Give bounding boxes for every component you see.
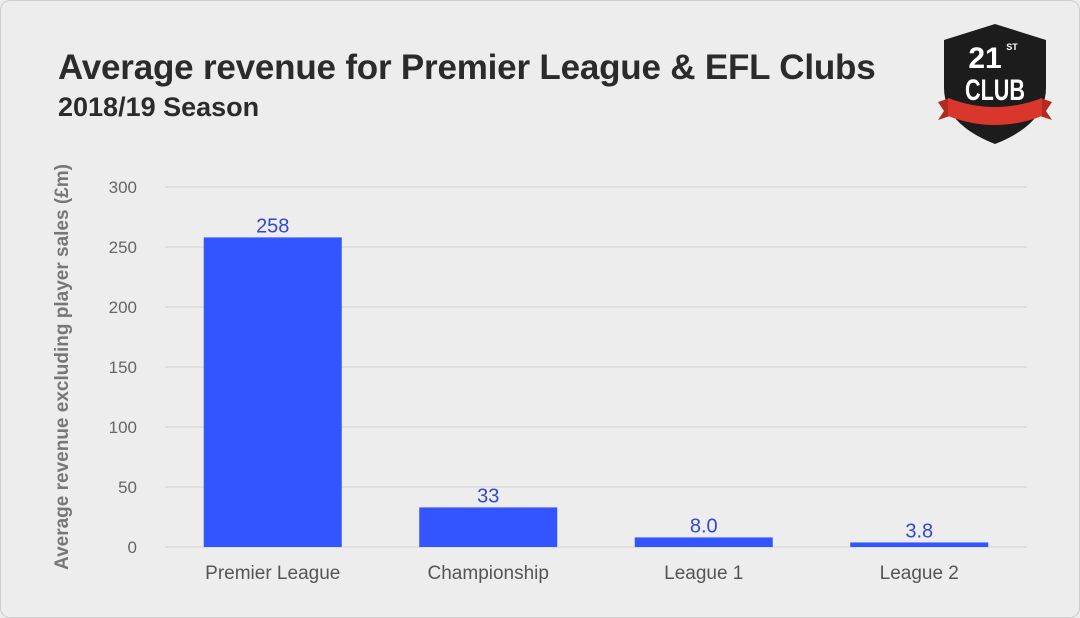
x-tick-label: League 1: [664, 563, 743, 584]
data-label: 258: [256, 215, 289, 237]
x-tick-label: League 2: [880, 563, 959, 584]
logo-ribbon-left: [938, 98, 950, 120]
club-logo: 21 ST CLUB: [938, 24, 1052, 144]
y-tick-label: 200: [109, 298, 137, 317]
y-tick-label: 150: [109, 358, 137, 377]
y-tick-label: 250: [109, 238, 137, 257]
y-axis-title: Average revenue excluding player sales (…: [52, 164, 73, 570]
bar: [203, 237, 342, 547]
y-tick-label: 100: [109, 418, 137, 437]
data-label: 8.0: [690, 515, 718, 537]
x-tick-label: Premier League: [205, 563, 340, 584]
logo-ribbon-right: [1040, 98, 1052, 120]
logo-superscript: ST: [1006, 42, 1018, 52]
y-tick-label: 0: [128, 538, 137, 557]
chart-subtitle: 2018/19 Season: [58, 92, 260, 122]
logo-ribbon: [948, 98, 1042, 125]
logo-word: CLUB: [965, 74, 1025, 107]
data-label: 33: [477, 485, 499, 507]
bar: [634, 537, 773, 547]
bar: [850, 542, 989, 547]
chart-title: Average revenue for Premier League & EFL…: [58, 48, 876, 87]
logo-number: 21: [968, 42, 1001, 75]
x-tick-label: Championship: [428, 563, 549, 584]
y-tick-label: 50: [118, 478, 137, 497]
bar: [419, 507, 558, 547]
y-tick-label: 300: [109, 178, 137, 197]
data-label: 3.8: [905, 520, 933, 542]
